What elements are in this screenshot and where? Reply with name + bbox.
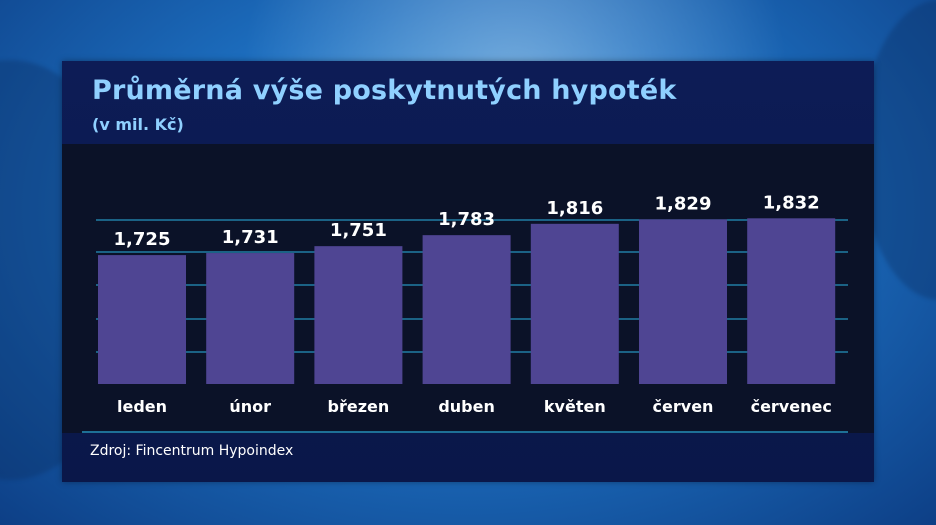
- chart-panel: Průměrná výše poskytnutých hypoték (v mi…: [62, 61, 874, 482]
- value-label: 1,829: [655, 193, 712, 214]
- bar-únor: [206, 253, 295, 384]
- value-label: 1,725: [114, 229, 171, 250]
- category-label: leden: [117, 397, 167, 416]
- category-label: květen: [544, 397, 606, 416]
- source-note: Zdroj: Fincentrum Hypoindex: [90, 443, 294, 459]
- category-label: březen: [328, 397, 390, 416]
- plot-area: 1,725 1,731 1,751 1,783 1,816 1,829 1,832 lede…: [62, 144, 874, 433]
- category-label: duben: [438, 397, 495, 416]
- bar-duben: [422, 235, 511, 384]
- value-label: 1,731: [222, 227, 279, 248]
- bars: [98, 218, 836, 384]
- category-labels: leden únor březen duben květen červen červenec: [117, 397, 832, 416]
- category-label: červen: [653, 397, 714, 416]
- value-label: 1,751: [330, 220, 387, 241]
- value-label: 1,832: [763, 192, 820, 213]
- chart-title: Průměrná výše poskytnutých hypoték: [92, 75, 677, 106]
- value-label: 1,816: [546, 198, 603, 219]
- bar-chart: 1,725 1,731 1,751 1,783 1,816 1,829 1,832 lede…: [82, 192, 848, 433]
- category-label: únor: [229, 397, 271, 416]
- bar-květen: [530, 223, 619, 384]
- bar-leden: [98, 255, 186, 384]
- chart-subtitle: (v mil. Kč): [92, 115, 184, 134]
- bar-březen: [314, 246, 403, 384]
- category-label: červenec: [751, 397, 832, 416]
- bar-červenec: [747, 218, 836, 384]
- value-labels: 1,725 1,731 1,751 1,783 1,816 1,829 1,832: [114, 192, 820, 250]
- value-label: 1,783: [438, 209, 495, 230]
- bar-červen: [639, 219, 727, 384]
